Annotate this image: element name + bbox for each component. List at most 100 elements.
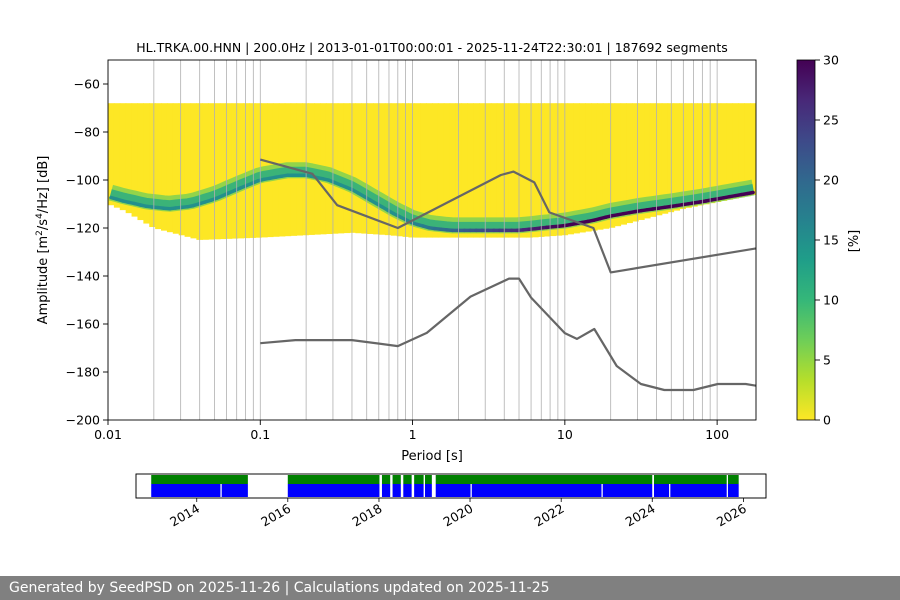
heatmap-column	[632, 103, 639, 222]
x-tick-label: 0.01	[94, 427, 122, 442]
plot-frame	[107, 59, 757, 421]
high-noise-model-line	[260, 158, 756, 274]
heatmap-column	[237, 103, 245, 239]
data-period-bar	[392, 484, 401, 497]
heatmap-column	[161, 103, 168, 231]
data-period-bar	[424, 484, 432, 497]
heatmap-column	[679, 103, 686, 210]
heatmap-column	[184, 103, 192, 237]
heatmap-column	[437, 103, 445, 238]
heatmap-column	[231, 103, 239, 239]
heatmap-column	[514, 103, 521, 238]
timeline-tick-label: 2020	[440, 501, 475, 530]
colorbar-tick-label: 20	[823, 173, 839, 188]
timeline-tick-label: 2022	[532, 501, 567, 530]
heatmap-column	[414, 103, 421, 238]
x-tick-label: 100	[705, 427, 729, 442]
heatmap-column	[190, 103, 197, 239]
heatmap-column	[626, 103, 633, 224]
colorbar-tick-label: 10	[823, 293, 839, 308]
y-tick-label: −200	[66, 413, 100, 428]
colorbar-label: [%]	[847, 230, 862, 253]
heatmap-column	[108, 103, 115, 206]
heatmap-column	[373, 103, 380, 235]
heatmap-column	[155, 103, 162, 230]
heatmap-column	[638, 103, 645, 220]
heatmap-column	[243, 103, 250, 239]
x-tick-label: 1	[409, 427, 417, 442]
heatmap-column	[508, 103, 516, 238]
heatmap-column	[137, 103, 144, 221]
heatmap-column	[349, 103, 357, 233]
period-grid	[108, 60, 718, 420]
heatmap-column	[396, 103, 404, 237]
y-label-part: /Hz] [dB]	[36, 156, 51, 214]
heatmap-column	[490, 103, 498, 238]
heatmap-column	[420, 103, 427, 238]
availability-timeline: 2014 2016 2018 2020 2022 2024 2026	[135, 473, 767, 530]
colorbar-tick-label: 0	[823, 413, 831, 428]
y-tick-label: −140	[66, 269, 100, 284]
heatmap-column	[655, 103, 663, 216]
y-label-sup: 2	[35, 230, 45, 236]
heatmap-column	[337, 103, 345, 234]
heatmap-column	[567, 103, 574, 235]
heatmap-column	[485, 103, 492, 238]
heatmap-column	[526, 103, 533, 238]
timeline-tick-label: 2018	[349, 501, 384, 530]
y-tick-label: −160	[66, 317, 100, 332]
data-period-bar	[653, 484, 670, 497]
heatmap-column	[720, 103, 728, 201]
processed-period-bar	[287, 475, 380, 484]
processed-period-bar	[392, 475, 401, 484]
heatmap-column	[596, 103, 604, 230]
heatmap-column	[467, 103, 474, 238]
heatmap-column	[479, 103, 486, 238]
density-band-middle	[109, 166, 754, 229]
ppsd-heatmap	[108, 103, 756, 240]
heatmap-column	[461, 103, 468, 238]
data-period-bar	[221, 484, 248, 497]
data-period-bar	[414, 484, 424, 497]
heatmap-column	[355, 103, 362, 234]
processed-period-bar	[435, 475, 653, 484]
y-tick-label: −180	[66, 365, 100, 380]
y-tick-label: −60	[74, 77, 100, 92]
processed-period-bar	[727, 475, 739, 484]
data-period-bar	[602, 484, 653, 497]
heatmap-column	[614, 103, 622, 227]
heatmap-column	[455, 103, 463, 238]
heatmap-column	[726, 103, 734, 200]
heatmap-column	[378, 103, 386, 235]
timeline-tick-label: 2024	[623, 501, 658, 530]
heatmap-column	[426, 103, 433, 238]
heatmap-column	[685, 103, 692, 208]
processed-period-bar	[381, 475, 391, 484]
heatmap-column	[738, 103, 745, 198]
y-label-part: /s	[36, 219, 51, 230]
heatmap-column	[744, 103, 751, 197]
heatmap-column	[708, 103, 716, 204]
data-period-bar	[727, 484, 739, 497]
y-tick-label: −80	[74, 125, 100, 140]
heatmap-column	[225, 103, 233, 239]
colorbar-tick-label: 30	[823, 53, 839, 68]
heatmap-column	[661, 103, 669, 214]
heatmap-column	[714, 103, 722, 202]
figure: HL.TRKA.00.HNN | 200.0Hz | 2013-01-01T00…	[35, 40, 862, 530]
heatmap-column	[208, 103, 215, 240]
heatmap-column	[149, 103, 156, 228]
mode-segment	[745, 190, 755, 196]
heatmap-column	[125, 103, 133, 214]
timeline-tick-label: 2016	[258, 501, 293, 530]
processed-period-bar	[424, 475, 432, 484]
heatmap-column	[520, 103, 527, 238]
data-period-bar	[435, 484, 471, 497]
data-period-bar	[151, 484, 221, 497]
heatmap-column	[543, 103, 551, 237]
heatmap-column	[691, 103, 698, 207]
chart-title: HL.TRKA.00.HNN | 200.0Hz | 2013-01-01T00…	[136, 40, 727, 55]
x-axis: 0.01 0.1 1 10 100	[94, 420, 729, 442]
processed-period-bar	[653, 475, 727, 484]
heatmap-column	[449, 103, 457, 238]
